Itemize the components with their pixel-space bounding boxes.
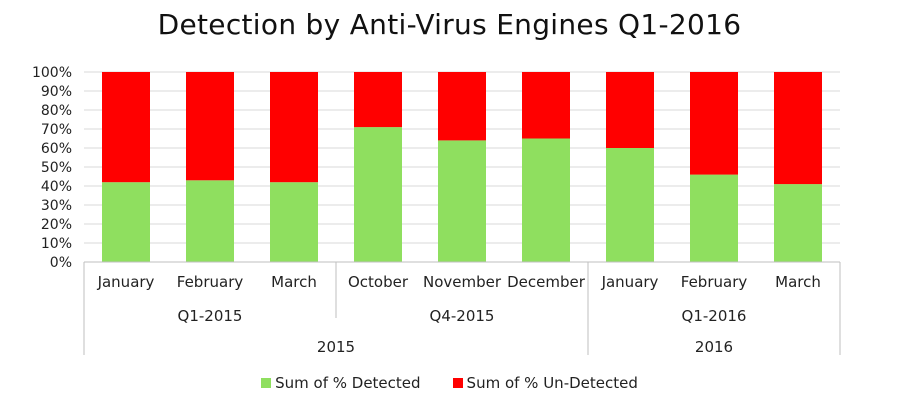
x-tick-label: February [177,273,244,291]
legend-label-undetected: Sum of % Un-Detected [466,374,638,392]
chart-title: Detection by Anti-Virus Engines Q1-2016 [157,8,742,41]
year-label: 2016 [695,338,733,356]
x-tick-label: November [423,273,502,291]
legend-swatch-undetected [452,378,463,388]
bar-detected [438,140,486,262]
bar-detected [186,180,234,262]
bar-detected [522,138,570,262]
x-tick-label: January [97,273,155,291]
y-tick-label: 90% [41,84,72,100]
quarter-label: Q1-2016 [682,307,747,325]
y-tick-label: 20% [41,217,72,233]
bar-undetected [438,72,486,141]
x-tick-label: March [775,273,821,291]
bar-undetected [690,72,738,175]
quarter-label: Q1-2015 [178,307,243,325]
bar-detected [354,127,402,262]
year-label: 2015 [317,338,355,356]
quarter-label: Q4-2015 [430,307,495,325]
bar-undetected [102,72,150,183]
y-tick-label: 70% [41,122,72,138]
bar-undetected [270,72,318,183]
x-tick-label: October [348,273,409,291]
legend-label-detected: Sum of % Detected [275,374,421,392]
bar-detected [774,184,822,262]
y-tick-label: 0% [50,255,72,271]
y-tick-label: 50% [41,160,72,176]
bar-undetected [522,72,570,139]
y-tick-label: 40% [41,179,72,195]
y-tick-label: 100% [32,65,72,81]
y-tick-label: 10% [41,236,72,252]
bar-undetected [186,72,234,181]
y-tick-label: 30% [41,198,72,214]
bar-detected [606,148,654,262]
x-tick-label: December [507,273,586,291]
bar-undetected [774,72,822,185]
y-tick-label: 60% [41,141,72,157]
bar-detected [102,182,150,262]
bar-undetected [606,72,654,148]
x-tick-label: March [271,273,317,291]
y-tick-label: 80% [41,103,72,119]
legend: Sum of % Detected Sum of % Un-Detected [0,374,899,392]
legend-item-detected: Sum of % Detected [261,374,421,392]
legend-item-undetected: Sum of % Un-Detected [452,374,638,392]
bar-undetected [354,72,402,128]
bar-detected [690,174,738,262]
legend-swatch-detected [261,378,272,388]
x-tick-label: February [681,273,748,291]
bar-detected [270,182,318,262]
x-tick-label: January [601,273,659,291]
